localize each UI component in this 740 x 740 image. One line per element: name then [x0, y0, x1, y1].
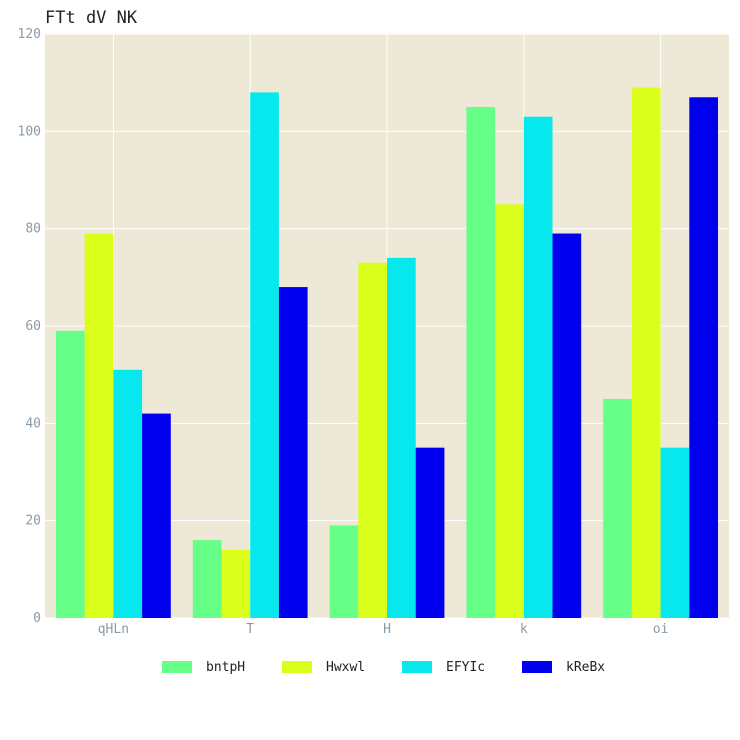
bar-bntpH-oi — [603, 399, 632, 618]
bar-bntpH-T — [193, 540, 222, 618]
bar-kReBx-H — [416, 448, 445, 618]
legend-label-EFYIc: EFYIc — [446, 660, 485, 675]
legend-label-bntpH: bntpH — [206, 660, 245, 675]
y-tick-label: 100 — [18, 124, 41, 139]
bar-EFYIc-oi — [661, 448, 690, 618]
bar-Hwxwl-oi — [632, 88, 661, 618]
bar-Hwxwl-H — [358, 263, 387, 618]
legend: bntpH Hwxwl EFYIc kReBx — [162, 660, 605, 675]
bar-Hwxwl-qHLn — [85, 234, 114, 618]
legend-swatch-Hwxwl — [282, 661, 312, 673]
chart-title: FTt dV NK — [45, 8, 138, 28]
bar-bntpH-qHLn — [56, 331, 85, 618]
bar-Hwxwl-k — [495, 204, 524, 618]
y-tick-label: 0 — [33, 611, 41, 626]
bar-kReBx-k — [553, 234, 582, 618]
bar-kReBx-qHLn — [142, 414, 171, 618]
bar-kReBx-oi — [689, 97, 718, 618]
x-tick-label: qHLn — [98, 622, 129, 637]
y-tick-label: 120 — [18, 27, 41, 42]
legend-label-kReBx: kReBx — [566, 660, 605, 675]
bar-EFYIc-qHLn — [113, 370, 142, 618]
bar-bntpH-k — [466, 107, 495, 618]
bar-EFYIc-k — [524, 117, 553, 618]
y-tick-label: 60 — [25, 319, 41, 334]
bar-bntpH-H — [330, 526, 359, 618]
y-axis-ticks: 0 20 40 60 80 100 120 — [18, 27, 41, 626]
y-tick-label: 20 — [25, 514, 41, 529]
x-tick-label: k — [520, 622, 528, 637]
bar-EFYIc-T — [250, 92, 279, 618]
x-tick-label: T — [246, 622, 254, 637]
bar-kReBx-T — [279, 287, 308, 618]
legend-swatch-EFYIc — [402, 661, 432, 673]
bar-Hwxwl-T — [222, 550, 251, 618]
x-tick-label: oi — [653, 622, 669, 637]
legend-swatch-bntpH — [162, 661, 192, 673]
y-tick-label: 80 — [25, 222, 41, 237]
y-tick-label: 40 — [25, 416, 41, 431]
x-tick-label: H — [383, 622, 391, 637]
legend-swatch-kReBx — [522, 661, 552, 673]
bar-EFYIc-H — [387, 258, 416, 618]
legend-label-Hwxwl: Hwxwl — [326, 660, 365, 675]
